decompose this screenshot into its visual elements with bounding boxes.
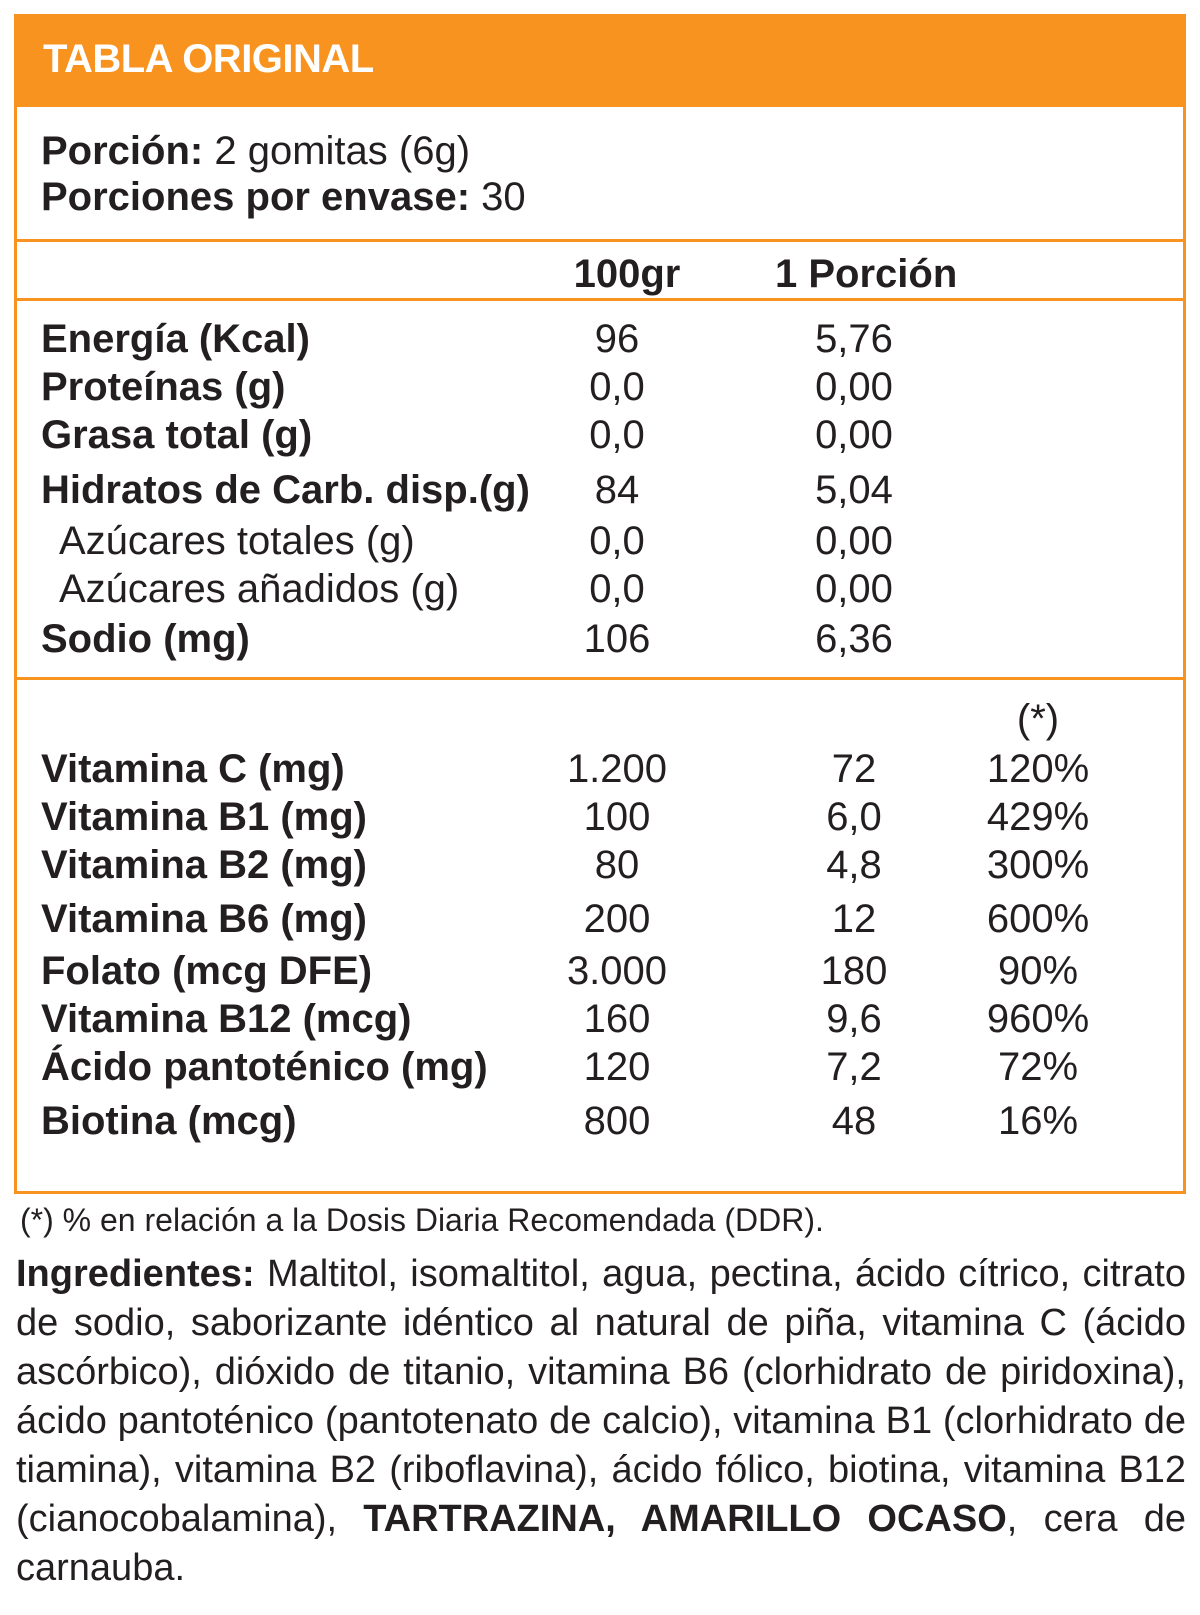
vitamin-ddr: 90% bbox=[997, 949, 1079, 993]
vitamin-ddr: 600% bbox=[986, 897, 1090, 941]
ingredients-label: Ingredientes: bbox=[16, 1253, 255, 1295]
serving-size-value: 2 gomitas (6g) bbox=[203, 129, 471, 173]
divider bbox=[17, 677, 1183, 680]
vitamin-per100: 1.200 bbox=[566, 747, 668, 791]
table-header: TABLA ORIGINAL bbox=[17, 17, 1183, 107]
vitamin-name: Biotina (mcg) bbox=[41, 1099, 297, 1143]
nutrient-name: Sodio (mg) bbox=[41, 617, 250, 661]
vitamin-per-portion: 72 bbox=[831, 747, 877, 791]
vitamin-per-portion: 7,2 bbox=[826, 1045, 882, 1089]
vitamin-ddr: 16% bbox=[997, 1099, 1079, 1143]
vitamin-per100: 80 bbox=[594, 843, 640, 887]
column-header-100g: 100gr bbox=[573, 252, 681, 296]
nutrient-per100: 106 bbox=[583, 617, 651, 661]
nutrient-per100: 96 bbox=[594, 317, 640, 361]
ingredients-text: Maltitol, isomaltitol, agua, pectina, ác… bbox=[16, 1253, 1186, 1540]
nutrient-per-portion: 6,36 bbox=[815, 617, 893, 661]
vitamin-name: Vitamina B2 (mg) bbox=[41, 843, 367, 887]
nutrient-per-portion: 5,76 bbox=[815, 317, 893, 361]
nutrient-per100: 0,0 bbox=[589, 567, 645, 611]
nutrient-name: Proteínas (g) bbox=[41, 365, 286, 409]
vitamin-name: Vitamina B6 (mg) bbox=[41, 897, 367, 941]
nutrient-per-portion: 0,00 bbox=[815, 519, 893, 563]
divider bbox=[17, 239, 1183, 242]
vitamin-per-portion: 12 bbox=[831, 897, 877, 941]
vitamin-ddr: 960% bbox=[986, 997, 1090, 1041]
serving-size-label: Porción: bbox=[41, 129, 204, 173]
nutrient-per-portion: 0,00 bbox=[815, 365, 893, 409]
vitamin-per-portion: 6,0 bbox=[826, 795, 882, 839]
vitamin-per100: 120 bbox=[583, 1045, 651, 1089]
nutrient-name: Grasa total (g) bbox=[41, 413, 313, 457]
vitamin-name: Folato (mcg DFE) bbox=[41, 949, 373, 993]
ingredients-tail: , cera de carnauba. bbox=[16, 1498, 1186, 1589]
nutrient-name: Energía (Kcal) bbox=[41, 317, 310, 361]
ingredients-colorant-warning: TARTRAZINA, AMARILLO OCASO bbox=[363, 1498, 1007, 1540]
vitamin-per100: 800 bbox=[583, 1099, 651, 1143]
vitamin-ddr: 120% bbox=[986, 747, 1090, 791]
serving-size: Porción: 2 gomitas (6g) bbox=[41, 127, 470, 175]
vitamin-ddr: 300% bbox=[986, 843, 1090, 887]
nutrient-per100: 0,0 bbox=[589, 365, 645, 409]
nutrient-per100: 0,0 bbox=[589, 413, 645, 457]
servings-per-container: Porciones por envase: 30 bbox=[41, 173, 526, 221]
vitamin-per-portion: 180 bbox=[820, 949, 888, 993]
vitamin-per100: 160 bbox=[583, 997, 651, 1041]
nutrient-name: Azúcares añadidos (g) bbox=[59, 567, 460, 611]
ingredients-paragraph: Ingredientes: Maltitol, isomaltitol, agu… bbox=[16, 1250, 1186, 1593]
vitamin-per-portion: 48 bbox=[831, 1099, 877, 1143]
vitamin-per100: 100 bbox=[583, 795, 651, 839]
divider bbox=[17, 298, 1183, 301]
ddr-footnote: (*) % en relación a la Dosis Diaria Reco… bbox=[20, 1202, 824, 1238]
vitamin-name: Vitamina B12 (mcg) bbox=[41, 997, 412, 1041]
nutrition-table: TABLA ORIGINAL Porción: 2 gomitas (6g) P… bbox=[14, 14, 1186, 1194]
nutrient-per100: 0,0 bbox=[589, 519, 645, 563]
servings-per-container-value: 30 bbox=[470, 175, 526, 219]
servings-per-container-label: Porciones por envase: bbox=[41, 175, 471, 219]
nutrient-name: Azúcares totales (g) bbox=[59, 519, 415, 563]
table-title: TABLA ORIGINAL bbox=[43, 37, 374, 81]
vitamin-name: Vitamina C (mg) bbox=[41, 747, 345, 791]
nutrient-per-portion: 5,04 bbox=[815, 468, 893, 512]
vitamin-name: Ácido pantoténico (mg) bbox=[41, 1045, 488, 1089]
column-header-portion: 1 Porción bbox=[775, 252, 958, 296]
vitamin-per100: 3.000 bbox=[566, 949, 668, 993]
vitamin-ddr: 429% bbox=[986, 795, 1090, 839]
vitamin-name: Vitamina B1 (mg) bbox=[41, 795, 367, 839]
vitamin-per-portion: 4,8 bbox=[826, 843, 882, 887]
nutrient-per-portion: 0,00 bbox=[815, 413, 893, 457]
nutrient-name: Hidratos de Carb. disp.(g) bbox=[41, 468, 530, 512]
vitamin-per100: 200 bbox=[583, 897, 651, 941]
nutrient-per-portion: 0,00 bbox=[815, 567, 893, 611]
nutrient-per100: 84 bbox=[594, 468, 640, 512]
vitamin-per-portion: 9,6 bbox=[826, 997, 882, 1041]
column-header-ddr: (*) bbox=[1016, 697, 1060, 741]
vitamin-ddr: 72% bbox=[997, 1045, 1079, 1089]
